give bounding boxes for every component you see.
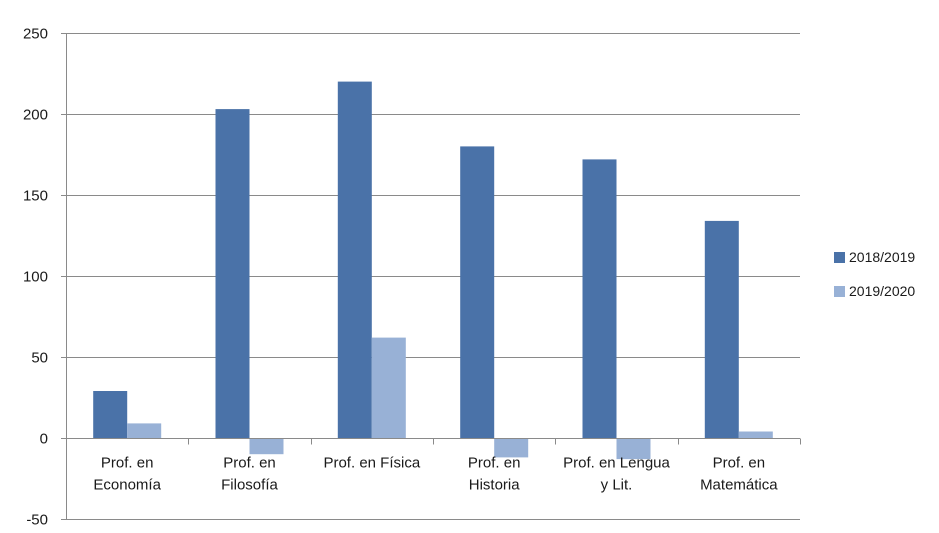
legend-label: 2019/2020 — [849, 283, 915, 299]
y-tick-labels: -50 0 50 100 150 200 250 — [23, 26, 48, 529]
bar-2019-2020-2 — [371, 337, 406, 438]
bar-2018-2019-1 — [215, 109, 250, 438]
category-label-line: Prof. en Física — [323, 455, 420, 472]
bar-2019-2020-4 — [616, 438, 651, 460]
legend-swatch — [834, 252, 845, 263]
legend: 2018/2019 2019/2020 — [834, 249, 915, 299]
bar-2018-2019-5 — [704, 220, 739, 438]
y-tick-label: 50 — [31, 350, 48, 367]
category-label: Prof. en Filosofía — [221, 455, 278, 494]
category-label-line: Filosofía — [221, 477, 278, 494]
y-tick-label: 200 — [23, 107, 48, 124]
category-label-line: Historia — [469, 477, 521, 494]
category-label: Prof. en Lengua y Lit. — [563, 455, 670, 494]
category-label-line: Economía — [93, 477, 161, 494]
category-label-line: Prof. en — [223, 455, 276, 472]
y-tick-label: -50 — [26, 512, 48, 529]
bar-2019-2020-3 — [494, 438, 529, 458]
y-tick-label: 250 — [23, 26, 48, 43]
bar-2019-2020-5 — [738, 431, 773, 438]
gridlines — [66, 33, 800, 520]
category-label-line: Prof. en — [468, 455, 521, 472]
category-label-line: y Lit. — [601, 477, 633, 494]
category-label-line: Prof. en Lengua — [563, 455, 670, 472]
category-label-line: Matemática — [700, 477, 778, 494]
category-label: Prof. en Economía — [93, 455, 161, 494]
legend-label: 2018/2019 — [849, 249, 915, 265]
bar-2018-2019-0 — [93, 391, 128, 438]
bar-2018-2019-3 — [460, 146, 495, 438]
bar-2018-2019-2 — [337, 81, 372, 438]
category-label-line: Prof. en — [101, 455, 154, 472]
category-label: Prof. en Matemática — [700, 455, 778, 494]
category-label-line: Prof. en — [713, 455, 766, 472]
y-tick-label: 100 — [23, 269, 48, 286]
bars — [93, 81, 773, 460]
bar-2019-2020-1 — [249, 438, 284, 455]
bar-2019-2020-0 — [127, 423, 162, 438]
y-tick-label: 0 — [40, 431, 48, 448]
bar-2018-2019-4 — [582, 159, 617, 438]
y-tick-label: 150 — [23, 188, 48, 205]
category-label: Prof. en Física — [323, 455, 420, 472]
legend-swatch — [834, 286, 845, 297]
axes — [61, 33, 801, 520]
category-label: Prof. en Historia — [468, 455, 521, 494]
